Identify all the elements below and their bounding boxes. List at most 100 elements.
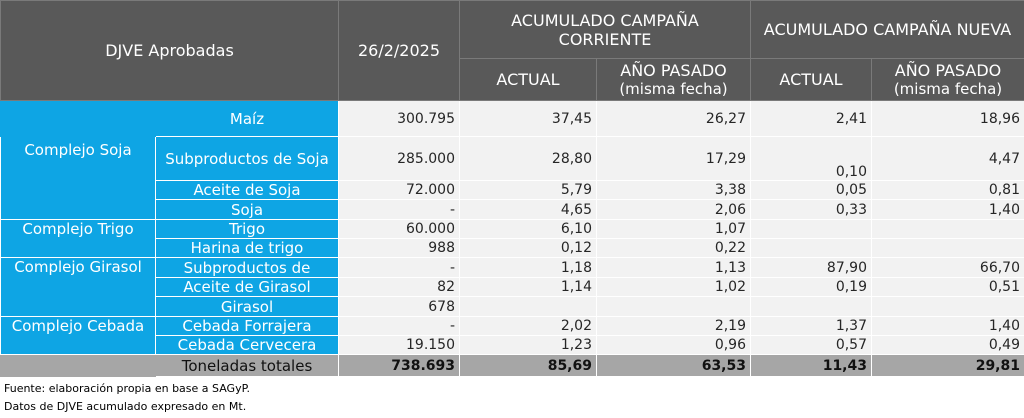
table-row: Maíz 300.795 37,45 26,27 2,41 18,96 [0, 100, 1024, 137]
cur-prev-value: 1,13 [596, 257, 751, 278]
header-group-new: ACUMULADO CAMPAÑA NUEVA [750, 0, 1024, 59]
new-actual-value: 87,90 [750, 257, 872, 278]
djve-value: 82 [338, 277, 460, 297]
table-row: Complejo Trigo Trigo 60.000 6,10 1,07 [0, 219, 1024, 258]
header-cur-prev-line2: (misma fecha) [619, 79, 728, 98]
footer-note: Datos de DJVE acumulado expresado en Mt. [4, 400, 247, 413]
new-actual-value: 0,19 [750, 277, 872, 297]
new-prev-value [871, 219, 1024, 239]
total-new-prev: 29,81 [871, 354, 1024, 377]
cur-prev-value: 0,22 [596, 238, 751, 258]
cur-actual-value: 1,14 [459, 277, 597, 297]
header-cur-actual: ACTUAL [459, 58, 597, 101]
totals-label: Toneladas totales [155, 354, 339, 377]
table-row: Aceite de Girasol 82 1,14 1,02 0,19 0,51 [1, 277, 1024, 297]
product-label: Maíz [155, 100, 339, 137]
cur-prev-value: 2,06 [596, 199, 751, 220]
table-row: Girasol 678 [1, 296, 1024, 317]
cur-actual-value: 5,79 [459, 180, 597, 200]
header-cur-prev: AÑO PASADO (misma fecha) [596, 58, 751, 101]
djve-value: - [338, 316, 460, 336]
new-actual-value: 0,33 [750, 199, 872, 220]
table-row: Cebada Cervecera 19.150 1,23 0,96 0,57 0… [1, 335, 1024, 355]
header-new-prev-line2: (misma fecha) [893, 79, 1003, 98]
table-row: Complejo Cebada Cebada Forrajera - 2,02 … [0, 316, 1024, 355]
new-prev-value [871, 296, 1024, 317]
new-prev-value: 0,51 [871, 277, 1024, 297]
header-new-prev-line1: AÑO PASADO [894, 60, 1002, 80]
new-actual-value: 0,05 [750, 180, 872, 200]
header-cur-prev-line1: AÑO PASADO [620, 60, 727, 80]
cur-actual-value: 28,80 [459, 136, 597, 181]
new-prev-value: 4,47 [871, 136, 1024, 181]
cur-actual-value: 0,12 [459, 238, 597, 258]
footer-source: Fuente: elaboración propia en base a SAG… [4, 382, 250, 395]
cur-actual-value: 1,18 [459, 257, 597, 278]
cur-actual-value: 4,65 [459, 199, 597, 220]
djve-value: 988 [338, 238, 460, 258]
new-prev-value: 18,96 [871, 100, 1024, 137]
djve-table: DJVE Aprobadas 26/2/2025 ACUMULADO CAMPA… [0, 0, 1024, 377]
new-actual-value [750, 219, 872, 239]
cur-prev-value: 2,19 [596, 316, 751, 336]
product-label: Aceite de Girasol [155, 277, 339, 297]
djve-value: 72.000 [338, 180, 460, 200]
product-label: Trigo [155, 219, 339, 239]
header-new-prev: AÑO PASADO (misma fecha) [871, 58, 1024, 101]
new-prev-value: 1,40 [871, 199, 1024, 220]
header-new-actual: ACTUAL [750, 58, 872, 101]
djve-value: 678 [338, 296, 460, 317]
total-cur-actual: 85,69 [459, 354, 597, 377]
cur-prev-value: 3,38 [596, 180, 751, 200]
new-actual-value: 0,10 [750, 136, 872, 181]
group-label-cebada: Complejo Cebada [0, 316, 156, 355]
new-actual-value [750, 238, 872, 258]
djve-value: - [338, 257, 460, 278]
cur-prev-value: 1,07 [596, 219, 751, 239]
table-row: Complejo Girasol Subproductos de - 1,18 … [0, 257, 1024, 317]
total-cur-prev: 63,53 [596, 354, 751, 377]
totals-row: Toneladas totales 738.693 85,69 63,53 11… [0, 354, 1024, 377]
djve-value: 285.000 [338, 136, 460, 181]
table-row: Complejo Soja Subproductos de Soja 285.0… [0, 136, 1024, 220]
total-djve: 738.693 [338, 354, 460, 377]
product-label: Soja [155, 199, 339, 220]
header-group-current: ACUMULADO CAMPAÑA CORRIENTE [459, 0, 751, 59]
product-label: Cebada Forrajera [155, 316, 339, 336]
total-new-actual: 11,43 [750, 354, 872, 377]
product-label: Harina de trigo [155, 238, 339, 258]
new-prev-value: 0,81 [871, 180, 1024, 200]
group-label-soja: Complejo Soja [0, 136, 156, 220]
djve-value: - [338, 199, 460, 220]
product-label: Girasol [155, 296, 339, 317]
table-row: Aceite de Soja 72.000 5,79 3,38 0,05 0,8… [1, 180, 1024, 200]
group-label-girasol: Complejo Girasol [0, 257, 156, 317]
product-label: Cebada Cervecera [155, 335, 339, 355]
product-label: Subproductos de Soja [155, 136, 339, 181]
cur-prev-value: 0,96 [596, 335, 751, 355]
cur-prev-value: 17,29 [596, 136, 751, 181]
cur-actual-value: 2,02 [459, 316, 597, 336]
cur-actual-value: 6,10 [459, 219, 597, 239]
cur-prev-value: 26,27 [596, 100, 751, 137]
new-actual-value: 2,41 [750, 100, 872, 137]
group-label-trigo: Complejo Trigo [0, 219, 156, 258]
cur-prev-value [596, 296, 751, 317]
totals-empty-cell [0, 354, 156, 377]
new-prev-value [871, 238, 1024, 258]
new-prev-value: 66,70 [871, 257, 1024, 278]
cur-actual-value: 1,23 [459, 335, 597, 355]
new-prev-value: 0,49 [871, 335, 1024, 355]
new-actual-value [750, 296, 872, 317]
djve-value: 19.150 [338, 335, 460, 355]
product-label: Subproductos de [155, 257, 339, 278]
cur-actual-value: 37,45 [459, 100, 597, 137]
header-date: 26/2/2025 [338, 0, 460, 101]
new-actual-value: 0,57 [750, 335, 872, 355]
cur-prev-value: 1,02 [596, 277, 751, 297]
group-cell-empty [0, 100, 156, 137]
djve-value: 300.795 [338, 100, 460, 137]
cur-actual-value [459, 296, 597, 317]
product-label: Aceite de Soja [155, 180, 339, 200]
